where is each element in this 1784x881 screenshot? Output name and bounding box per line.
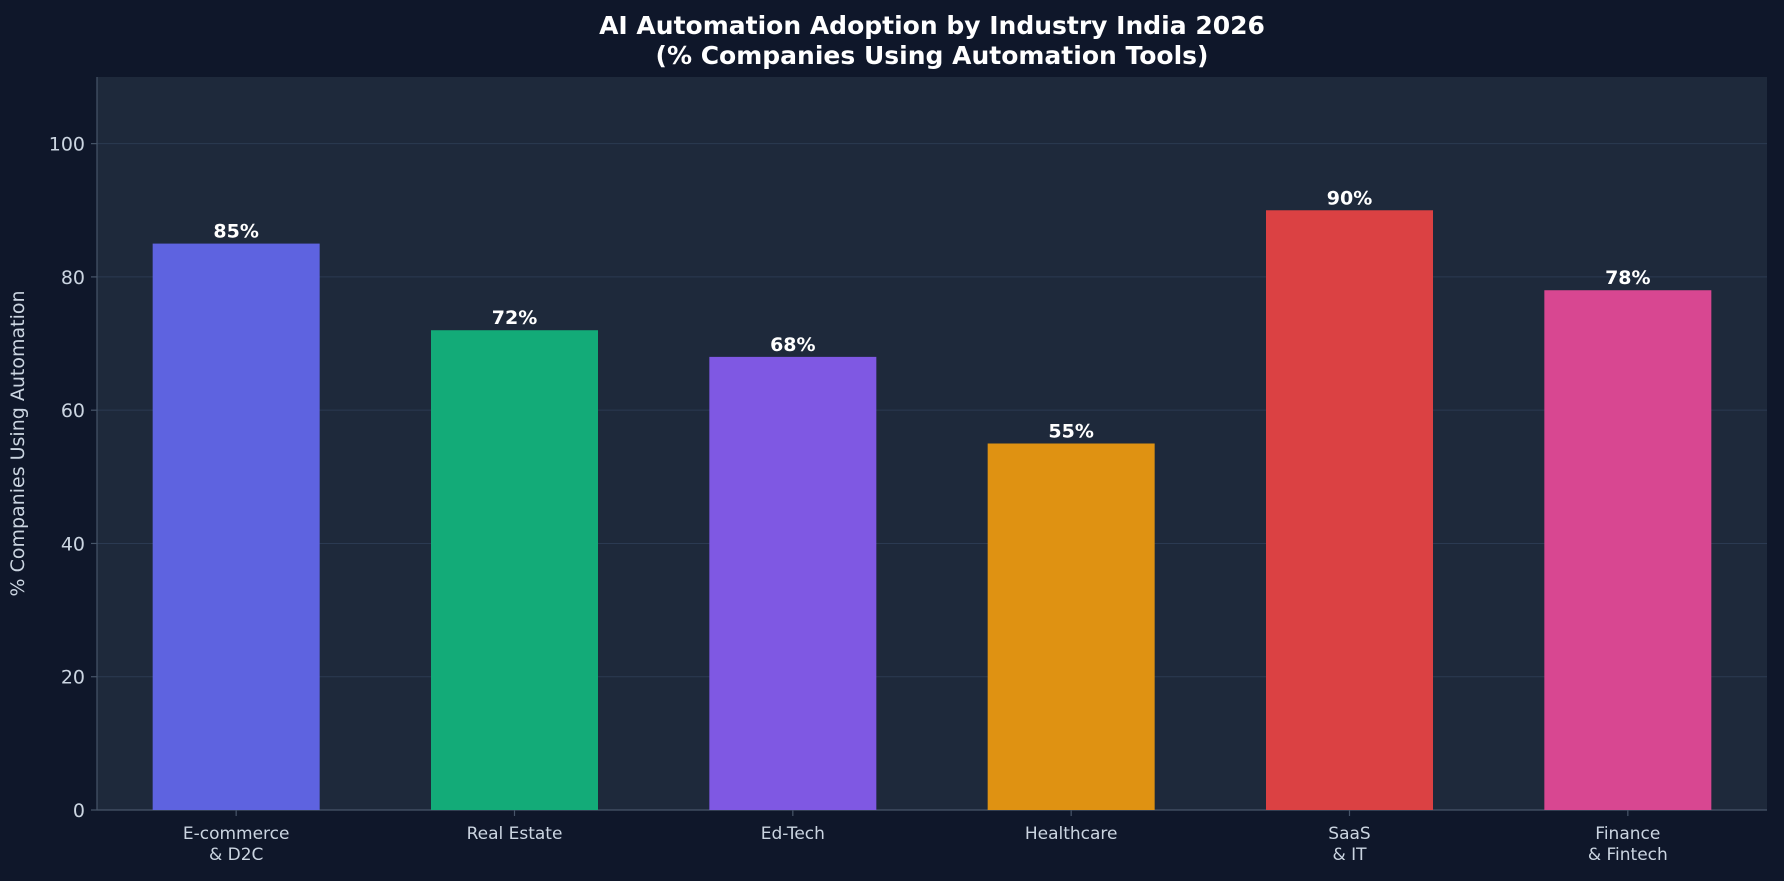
bar <box>431 330 598 810</box>
y-tick-label: 80 <box>61 267 85 289</box>
x-tick-label: Finance & Fintech <box>1588 824 1668 865</box>
x-tick-label-line: & IT <box>1332 845 1367 865</box>
x-tick-label: Healthcare <box>1025 824 1118 844</box>
y-axis-label: % Companies Using Automation <box>7 290 29 596</box>
bar <box>1266 210 1433 811</box>
x-tick-label: SaaS & IT <box>1328 824 1370 865</box>
bar-value-label: 90% <box>1327 187 1372 209</box>
y-tick-label: 20 <box>61 667 85 689</box>
bar-value-label: 78% <box>1605 267 1650 289</box>
chart-title: AI Automation Adoption by Industry India… <box>599 11 1265 70</box>
x-tick-label-line: Real Estate <box>467 824 563 844</box>
x-tick-label: E-commerce & D2C <box>183 824 290 865</box>
bar <box>987 443 1155 810</box>
plot-background <box>97 77 1767 810</box>
x-tick-label-line: Healthcare <box>1025 824 1118 844</box>
bar-value-label: 68% <box>770 334 815 356</box>
x-tick-label-line: & D2C <box>209 845 263 865</box>
x-tick-label-line: Finance <box>1595 824 1660 844</box>
bar-value-label: 55% <box>1048 421 1093 443</box>
x-tick-label-line: & Fintech <box>1588 845 1668 865</box>
x-tick-label-line: Ed-Tech <box>761 824 825 844</box>
y-tick-label: 100 <box>49 134 85 156</box>
chart-title-line: (% Companies Using Automation Tools) <box>656 41 1209 70</box>
x-tick-label-line: SaaS <box>1328 824 1370 844</box>
chart-title-line: AI Automation Adoption by Industry India… <box>599 11 1265 40</box>
x-tick-label-line: E-commerce <box>183 824 290 844</box>
y-tick-label: 40 <box>61 533 85 555</box>
bar-value-label: 85% <box>213 221 258 243</box>
bar <box>1544 290 1712 811</box>
x-tick-label: Ed-Tech <box>761 824 825 844</box>
bar-value-label: 72% <box>492 307 537 329</box>
bar <box>709 356 877 810</box>
bar <box>152 243 320 810</box>
x-tick-label: Real Estate <box>467 824 563 844</box>
y-tick-label: 0 <box>73 800 85 822</box>
y-tick-label: 60 <box>61 400 85 422</box>
plot-area: 0 20 40 60 80 100 85% E-commerce & D2C 72% Real Es… <box>7 77 1767 865</box>
